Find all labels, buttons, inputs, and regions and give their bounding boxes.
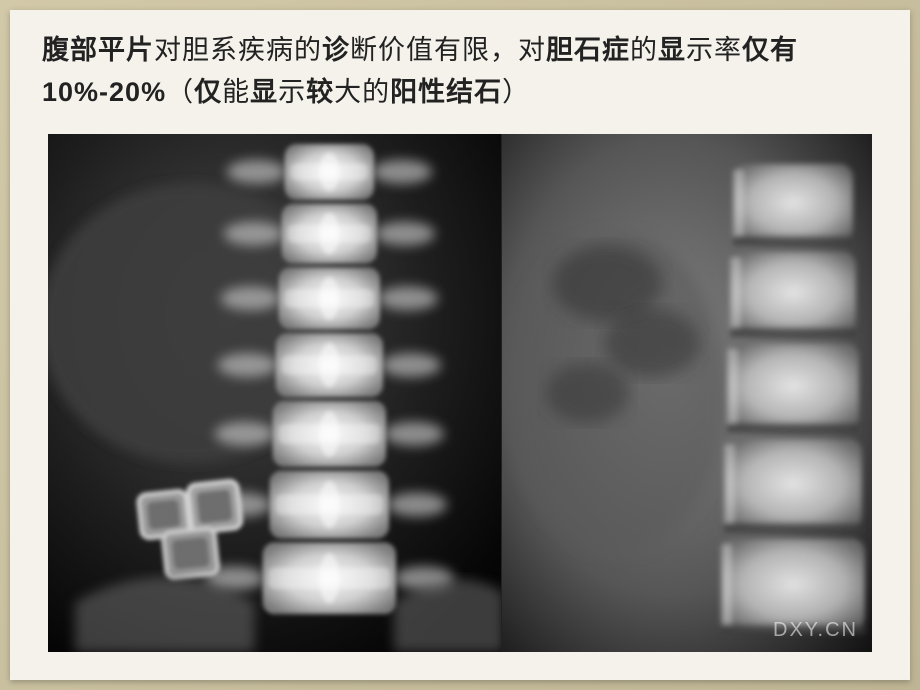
xray-image-left (48, 134, 501, 652)
xray-image-row: DXY.CN (48, 134, 872, 652)
xray-right-svg (502, 134, 872, 652)
xray-left-svg (48, 134, 501, 652)
slide-outer-frame: 腹部平片对胆系疾病的诊断价值有限，对胆石症的显示率仅有10%-20%（仅能显示较… (0, 0, 920, 690)
slide-inner-panel: 腹部平片对胆系疾病的诊断价值有限，对胆石症的显示率仅有10%-20%（仅能显示较… (10, 10, 910, 680)
xray-image-right: DXY.CN (501, 134, 872, 652)
watermark-text: DXY.CN (773, 619, 858, 642)
slide-caption: 腹部平片对胆系疾病的诊断价值有限，对胆石症的显示率仅有10%-20%（仅能显示较… (42, 30, 878, 114)
